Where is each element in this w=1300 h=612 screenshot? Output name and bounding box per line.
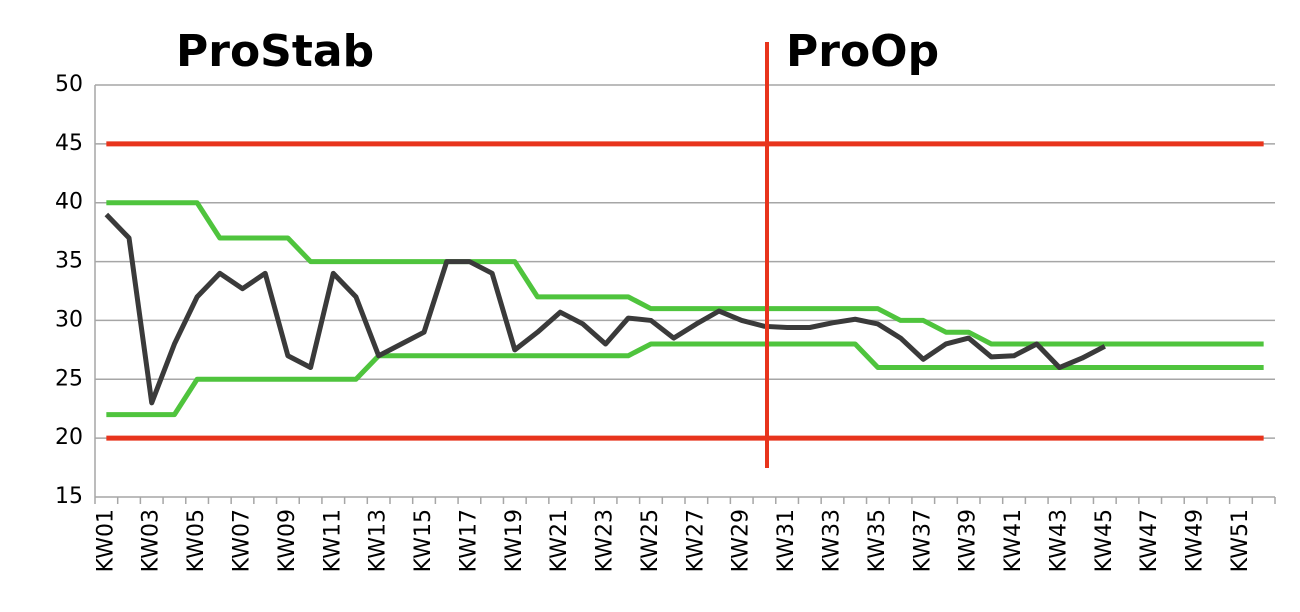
y-tick-label: 35 xyxy=(55,249,83,274)
y-tick-label: 45 xyxy=(55,131,83,156)
x-tick-label: KW09 xyxy=(275,509,300,572)
x-tick-label: KW39 xyxy=(956,509,981,572)
x-tick-label: KW37 xyxy=(910,509,935,572)
y-tick-label: 20 xyxy=(55,425,83,450)
x-tick-label: KW47 xyxy=(1137,509,1162,572)
y-tick-label: 15 xyxy=(55,484,83,509)
y-tick-label: 50 xyxy=(55,72,83,97)
x-tick-label: KW21 xyxy=(547,509,572,572)
x-tick-label: KW03 xyxy=(139,509,164,572)
series-line xyxy=(106,200,1264,347)
annotation: ProOp xyxy=(786,26,939,77)
annotation: ProStab xyxy=(176,26,374,77)
x-tick-label: KW17 xyxy=(456,509,481,572)
y-tick-label: 40 xyxy=(55,190,83,215)
x-tick-label: KW05 xyxy=(184,509,209,572)
y-tick-label: 25 xyxy=(55,366,83,391)
x-tick-label: KW45 xyxy=(1092,509,1117,572)
series-line xyxy=(104,212,1106,406)
x-tick-label: KW49 xyxy=(1183,509,1208,572)
x-tick-label: KW43 xyxy=(1046,509,1071,572)
x-tick-label: KW51 xyxy=(1228,509,1253,572)
x-tick-label: KW29 xyxy=(729,509,754,572)
x-tick-label: KW27 xyxy=(683,509,708,572)
x-tick-label: KW41 xyxy=(1001,509,1026,572)
x-tick-label: KW33 xyxy=(820,509,845,572)
x-tick-label: KW01 xyxy=(93,509,118,572)
x-tick-label: KW15 xyxy=(411,509,436,572)
x-tick-label: KW13 xyxy=(366,509,391,572)
x-tick-label: KW23 xyxy=(593,509,618,572)
x-tick-label: KW11 xyxy=(320,509,345,572)
x-tick-label: KW35 xyxy=(865,509,890,572)
y-tick-label: 30 xyxy=(55,307,83,332)
x-tick-label: KW25 xyxy=(638,509,663,572)
x-tick-label: KW19 xyxy=(502,509,527,572)
x-tick-label: KW07 xyxy=(230,509,255,572)
x-tick-label: KW31 xyxy=(774,509,799,572)
series-line xyxy=(106,341,1264,418)
